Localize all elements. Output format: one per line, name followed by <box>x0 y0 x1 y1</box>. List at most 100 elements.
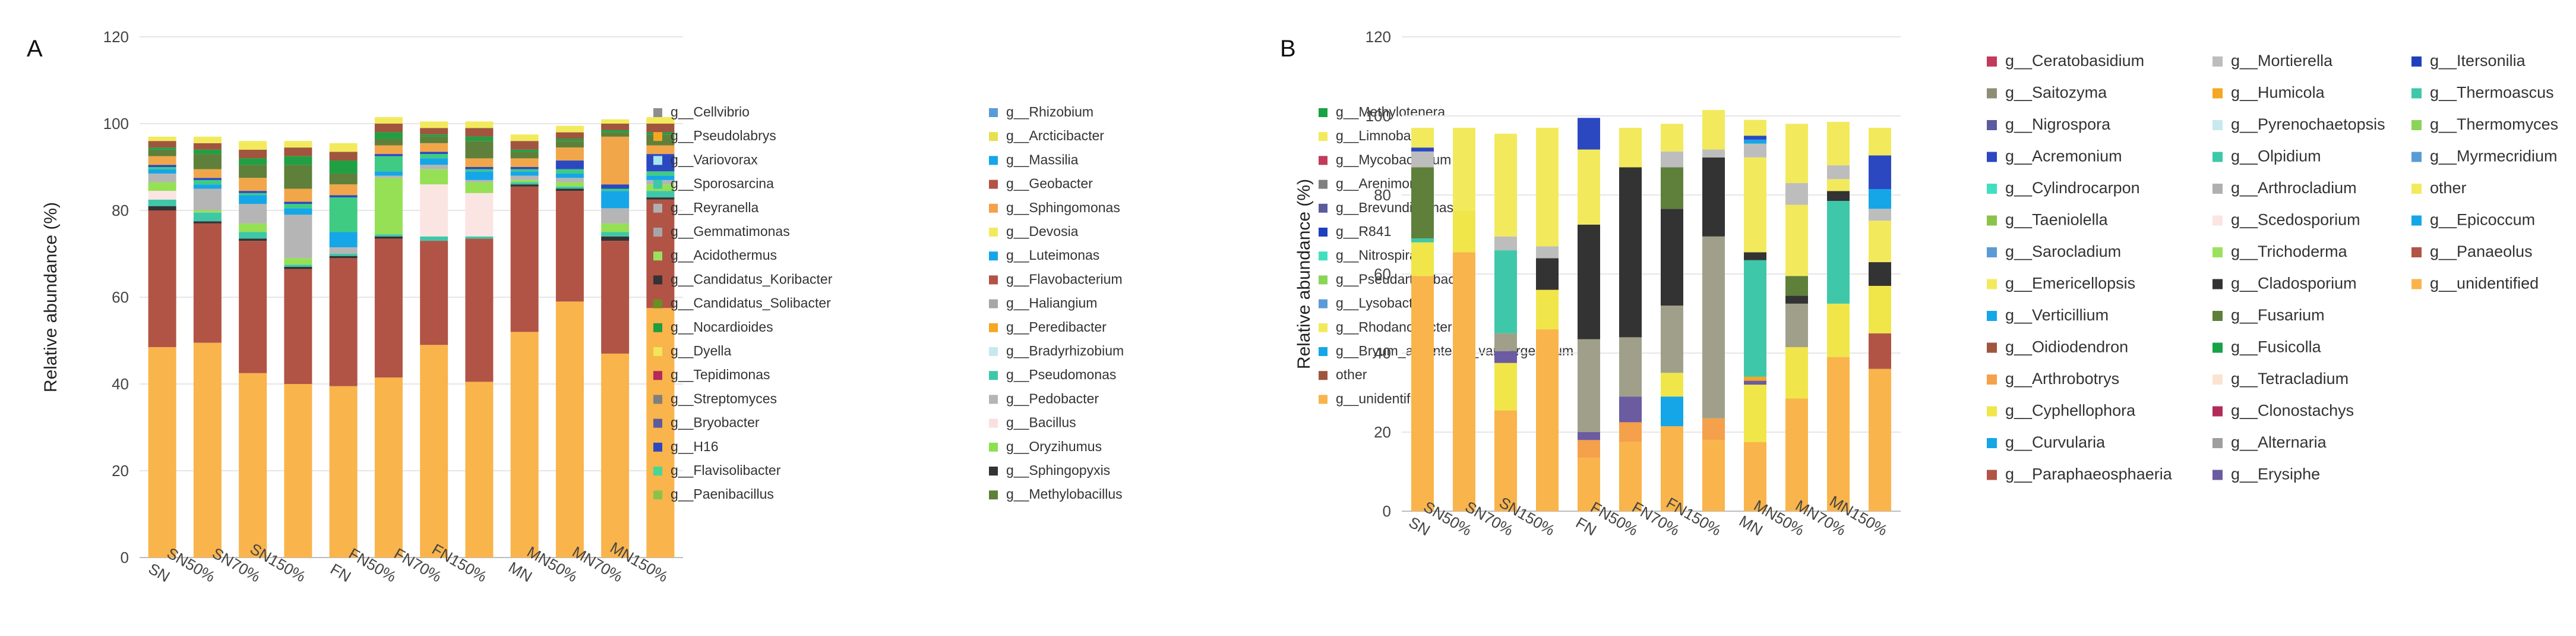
bar-segment-g-mortierella <box>1869 209 1891 221</box>
bar-segment-g-massilia <box>329 232 358 248</box>
legend-swatch <box>1987 56 1997 67</box>
legend-label: g__Pseudomonas <box>1006 367 1116 382</box>
legend-label: g__Mortierella <box>2231 52 2333 70</box>
legend-swatch <box>2212 406 2223 417</box>
legend-swatch <box>1319 395 1327 404</box>
legend-swatch <box>1319 323 1327 332</box>
bar-segment-g-h16 <box>193 178 222 180</box>
legend-label: g__Emericellopsis <box>2005 275 2135 292</box>
legend-label: g__Flavisolibacter <box>671 462 781 478</box>
legend-label: g__Fusarium <box>2231 306 2325 324</box>
bar-segment-other <box>646 124 675 133</box>
bar-segment-other <box>1785 124 1808 184</box>
bar-segment-other <box>510 141 539 150</box>
bar-segment-g-unidentified <box>329 386 358 558</box>
legend-swatch <box>2411 120 2422 130</box>
legend-label: g__Myrmecridium <box>2430 147 2558 165</box>
bar-segment-g-sphingopyxis <box>601 236 630 241</box>
bar-segment-g-h16 <box>284 201 312 204</box>
legend-label: g__Sporosarcina <box>671 176 774 191</box>
legend-swatch <box>653 347 662 356</box>
bar-segment-g-cyphellophora <box>1869 285 1891 333</box>
bar-segment-g-flavobacterium <box>420 241 448 345</box>
legend-swatch <box>653 490 662 500</box>
legend-label: g__Arthrobotrys <box>2005 370 2119 388</box>
bar-segment-g-pedobacter <box>239 204 267 223</box>
y-tick-label: 20 <box>1374 423 1391 441</box>
bar-segment-g-flavobacterium <box>510 186 539 332</box>
bar-segment-other <box>284 147 312 156</box>
legend-swatch <box>1319 347 1327 356</box>
bar-segment-g-acremonium <box>1744 136 1766 140</box>
legend-swatch <box>1319 228 1327 237</box>
bar-segment-g-methylobacillus <box>284 165 312 189</box>
legend-label: g__Dyella <box>671 343 731 358</box>
bar-segment-other <box>420 128 448 135</box>
bar-segment-g-h16 <box>510 167 539 169</box>
bar-segment-g-emericellopsis <box>1578 149 1600 225</box>
bar-segment-g-emericellopsis <box>1785 204 1808 276</box>
legend-label: g__Arthrocladium <box>2231 179 2357 197</box>
bar-segment-g-methylobacillus <box>239 165 267 178</box>
bar-segment-g-pedobacter <box>465 180 494 182</box>
bar-segment-g-unidentified <box>193 342 222 558</box>
bar-segment-g-cyphellophora <box>1411 242 1434 276</box>
legend-label: g__Candidatus_Koribacter <box>671 271 833 286</box>
bar-segment-g-olpidium <box>1744 260 1766 377</box>
bar-segment-g-mortierella <box>1702 149 1725 158</box>
bar-segment-other <box>148 141 176 148</box>
legend-label: g__Panaeolus <box>2430 243 2533 260</box>
bar-segment-g-methylobacillus <box>465 141 494 159</box>
bar-segment-g-pseudomonas <box>284 265 312 267</box>
bar-segment-g-sphingomonas <box>374 145 403 155</box>
bar-segment-g-flavisolibacter <box>646 171 675 176</box>
legend-label: g__Devosia <box>1006 223 1079 239</box>
bar-segment-g-unidentified <box>1744 442 1766 511</box>
bar-segment-g-bacillus <box>420 184 448 237</box>
legend-swatch <box>653 251 662 261</box>
y-tick-label: 40 <box>112 375 129 393</box>
legend-label: g__Taeniolella <box>2005 211 2109 229</box>
bar-segment-g-massilia <box>510 171 539 176</box>
bar-segment-g-flavobacterium <box>601 241 630 354</box>
bar-segment-g-flavisolibacter <box>555 169 584 174</box>
bar-segment-g-pseudomonas <box>193 212 222 222</box>
legend-swatch <box>1987 342 1997 353</box>
legend-swatch <box>1319 299 1327 308</box>
bar-segment-g-cladosporium <box>1661 209 1683 306</box>
bar-segment-g-methylobacillus <box>148 149 176 156</box>
bar-segment-g-mortierella <box>1744 143 1766 158</box>
bar-segment-g-unidentified <box>374 377 403 558</box>
legend-swatch <box>1319 275 1327 285</box>
bar-segment-g-h16 <box>239 191 267 193</box>
legend-swatch <box>989 323 998 332</box>
legend-swatch <box>1319 108 1327 117</box>
bar-segment-g-oryzihumus <box>284 258 312 265</box>
bar-segment-g-massilia <box>601 191 630 209</box>
bar-segment-g-rhodanobacter <box>555 125 584 133</box>
legend-label: g__Geobacter <box>1006 176 1093 191</box>
legend-label: g__Oidiodendron <box>2005 338 2128 356</box>
bar-segment-g-sphingomonas <box>420 143 448 152</box>
legend-swatch <box>2212 56 2223 67</box>
bar-segment-g-fusarium <box>1785 276 1808 296</box>
bar-segment-g-oryzihumus <box>465 182 494 193</box>
bar-segment-g-olpidium <box>1827 200 1850 304</box>
bar-segment-g-mortierella <box>1785 183 1808 205</box>
bar-segment-g-nocardioides <box>193 149 222 155</box>
bar-segment-g-saitozyma <box>1661 306 1683 373</box>
bar-segment-g-epicoccum <box>1869 189 1891 209</box>
bar-segment-g-massilia <box>420 158 448 165</box>
legend-label: g__Epicoccum <box>2430 211 2535 229</box>
bar-segment-g-rhodanobacter <box>374 117 403 124</box>
bar-segment-g-rhodanobacter <box>193 136 222 143</box>
bar-segment-other <box>1411 127 1434 148</box>
bar-segment-g-nocardioides <box>329 160 358 174</box>
y-axis-label: Relative abundance (%) <box>41 202 61 392</box>
bar-segment-g-nocardioides <box>239 158 267 165</box>
legend-label: g__Reyranella <box>671 200 759 215</box>
y-tick-label: 120 <box>1366 28 1391 46</box>
legend-swatch <box>653 395 662 404</box>
legend-label: g__Cellvibrio <box>671 104 750 119</box>
bar-segment-other <box>193 143 222 150</box>
